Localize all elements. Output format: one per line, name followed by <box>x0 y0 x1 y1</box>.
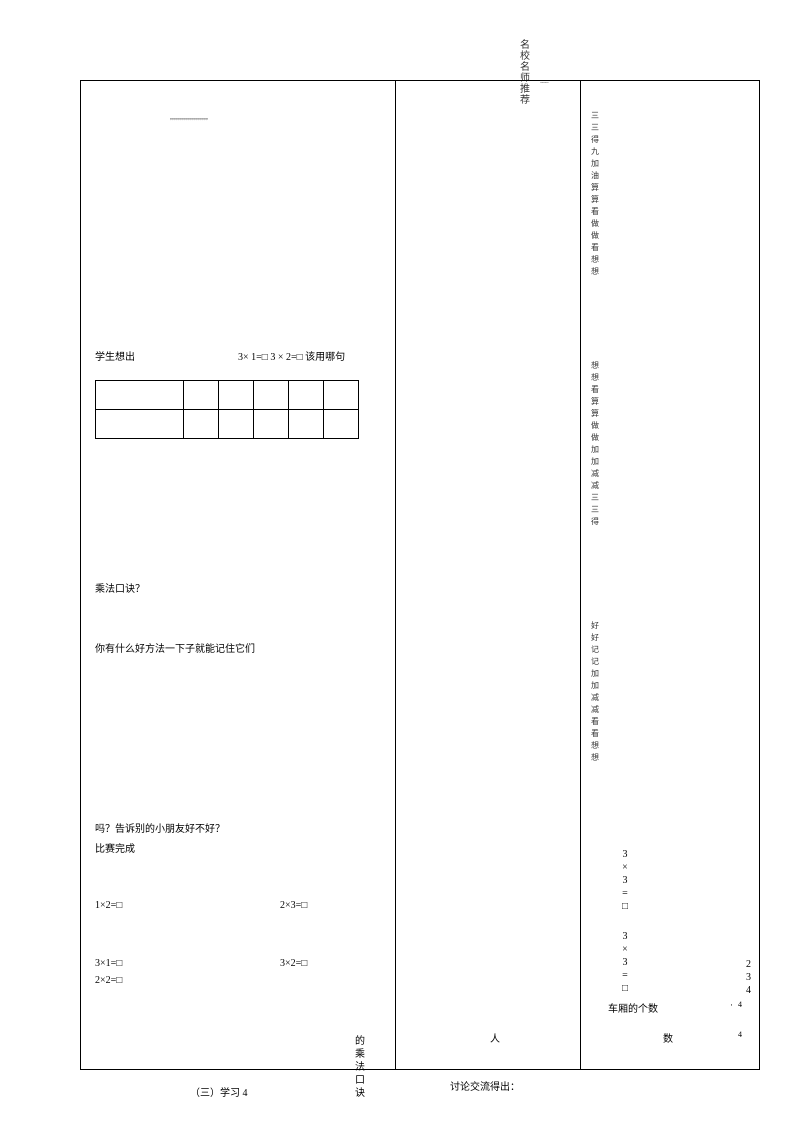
table-row <box>96 410 359 439</box>
blank-grid-table <box>95 380 359 439</box>
line-multiplication-formula: 乘法口诀？ <box>95 580 145 595</box>
vert-scatter-1: 三三得九加油算算看做做看想想 <box>590 110 600 278</box>
table-cell <box>254 381 289 410</box>
eq-1x2: 1×2=□ <box>95 900 122 911</box>
table-cell <box>324 410 359 439</box>
table-cell <box>184 381 219 410</box>
line-student-thinks: 学生想出 <box>95 348 135 363</box>
people-label: 人 <box>490 1030 500 1045</box>
main-frame <box>80 80 760 1070</box>
table-cell <box>219 381 254 410</box>
far-right-numbers: 234 <box>746 958 751 997</box>
table-cell <box>289 381 324 410</box>
vert-formula-2: 3×3=□ <box>620 930 630 995</box>
line-equation-prompt: 3× 1=□ 3 × 2=□ 该用哪句 <box>238 348 345 363</box>
eq-2x2: 2×2=□ <box>95 975 122 986</box>
four-label: 4 <box>738 1000 742 1009</box>
section-three-label: （三）学习 4 <box>190 1084 248 1099</box>
line-compete: 比赛完成 <box>95 840 135 855</box>
divider-right <box>580 80 581 1070</box>
table-cell <box>184 410 219 439</box>
table-cell <box>219 410 254 439</box>
eq-3x1: 3×1=□ <box>95 958 122 969</box>
four-label-2: 4 <box>738 1030 742 1039</box>
vert-scatter-3: 好好记记加加减减看看想想 <box>590 620 600 764</box>
table-cell <box>289 410 324 439</box>
table-cell <box>96 381 184 410</box>
dot-label: · <box>730 1000 733 1010</box>
divider-middle <box>395 80 396 1070</box>
table-cell <box>254 410 289 439</box>
eq-3x2: 3×2=□ <box>280 958 307 969</box>
page-root: 名校名师推荐 ........... ,,,,,,,,,,,,,,,,,,, 三… <box>0 0 800 1133</box>
vert-scatter-2: 想想看算算做做加加减减三三得 <box>590 360 600 528</box>
shu-label: 数 <box>663 1030 673 1045</box>
line-good-method: 你有什么好方法一下子就能记住它们 <box>95 640 255 655</box>
table-cell <box>96 410 184 439</box>
table-row <box>96 381 359 410</box>
vert-formula-1: 3×3=□ <box>620 848 630 913</box>
multiplication-formula-vert: 的乘法口诀 <box>355 1035 365 1100</box>
table-cell <box>324 381 359 410</box>
eq-2x3: 2×3=□ <box>280 900 307 911</box>
carriage-count-label: 车厢的个数 <box>608 1000 658 1015</box>
discuss-exchange-label: 讨论交流得出： <box>450 1078 520 1093</box>
line-tell-friend: 吗？告诉别的小朋友好不好？ <box>95 820 225 835</box>
dotted-leader: ,,,,,,,,,,,,,,,,,,, <box>170 112 208 121</box>
